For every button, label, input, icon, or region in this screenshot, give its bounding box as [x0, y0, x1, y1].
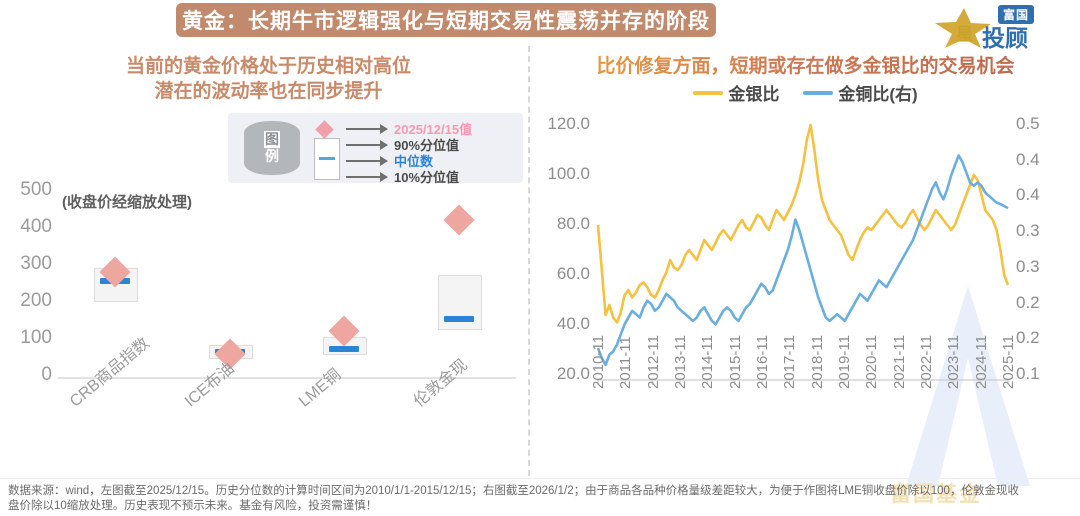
left-chart-title: 当前的黄金价格处于历史相对高位 潜在的波动率也在同步提升 — [16, 54, 521, 104]
y-tick-label-right: 0.1 — [1016, 364, 1040, 383]
x-tick-label: 2012-11 — [644, 335, 662, 389]
x-tick-label: 2015-11 — [726, 335, 744, 389]
legend-median-line — [319, 157, 335, 160]
box-range — [437, 275, 482, 331]
x-tick-label: 2016-11 — [754, 335, 771, 389]
left-chart-title-line2: 潜在的波动率也在同步提升 — [154, 81, 383, 102]
legend-box-marker — [314, 138, 340, 180]
x-tick-label: 2024-11 — [972, 335, 990, 389]
brand-main-text: 投顾 — [982, 25, 1028, 51]
legend-item-gold-copper: 金铜比(右) — [803, 80, 918, 105]
y-tick-label-left: 40.0 — [556, 314, 590, 333]
legend-row-label-2: 90%分位值 — [394, 138, 460, 153]
x-tick-label: ICE布油 — [181, 359, 238, 411]
legend-arrow-icon-3 — [346, 155, 390, 166]
brand-star-text: 星 — [956, 25, 973, 44]
x-tick-label: CRB商品指数 — [67, 334, 153, 411]
y-tick-label: 400 — [20, 216, 52, 237]
x-tick-label: 2021-11 — [890, 335, 908, 389]
legend-capsule-line1: 图 — [264, 131, 280, 148]
footnote-divider — [0, 478, 1080, 479]
star-icon — [935, 8, 991, 48]
left-chart-subtitle: (收盘价经缩放处理) — [62, 194, 192, 211]
x-tick-label: 2022-11 — [918, 335, 935, 389]
legend-arrow-icon-1 — [346, 123, 390, 134]
right-chart-legend: 金银比 金铜比(右) — [533, 80, 1078, 105]
left-box-chart: 图 例 2025/12/15值 90%分位值 中位数 10%分位值 (收盘价经缩… — [0, 110, 528, 470]
current-value-marker — [443, 204, 475, 236]
y-tick-label-right: 0.3 — [1016, 256, 1040, 276]
legend-capsule: 图 例 — [244, 121, 300, 175]
y-tick-label-left: 60.0 — [556, 264, 590, 283]
left-chart-legend-panel: 图 例 2025/12/15值 90%分位值 中位数 10%分位值 — [228, 113, 523, 185]
footnote-line1: 数据来源：wind，左图截至2025/12/15。历史分位数的计算时间区间为20… — [8, 485, 1019, 497]
x-tick-label: 2020-11 — [863, 335, 881, 389]
legend-label-gold-silver: 金银比 — [728, 85, 780, 104]
brand-top-text: 富国 — [998, 5, 1035, 24]
y-tick-label-left: 120.0 — [547, 114, 590, 133]
y-tick-label-right: 0.2 — [1016, 328, 1040, 348]
y-tick-label-left: 100.0 — [547, 164, 590, 183]
y-tick-label-right: 0.4 — [1016, 149, 1040, 169]
legend-swatch-gold-silver — [693, 90, 724, 95]
median-marker — [329, 345, 360, 352]
y-tick-label-right: 0.5 — [1016, 114, 1040, 133]
right-chart-title-text: 比价修复方面，短期或存在做多金银比的交易机会 — [533, 54, 1078, 79]
x-tick-label: LME铜 — [296, 366, 345, 411]
right-chart-plot-area — [596, 123, 1010, 385]
x-tick-label: 2013-11 — [672, 335, 689, 389]
panel-divider — [528, 46, 530, 476]
x-tick-label: 伦敦金现 — [410, 356, 471, 411]
y-tick-label-left: 80.0 — [556, 214, 590, 233]
legend-item-gold-silver: 金银比 — [693, 80, 779, 105]
median-marker — [443, 315, 474, 322]
series-line — [596, 123, 1010, 324]
y-tick-label: 500 — [20, 179, 52, 200]
page-title: 黄金：长期牛市逻辑强化与短期交易性震荡并存的阶段 — [182, 10, 710, 33]
footnote-line2: 盘价除以10缩放处理。历史表现不预示未来。基金有风险，投资需谨慎！ — [8, 500, 378, 512]
x-tick-label: 2010-11 — [590, 335, 607, 389]
legend-row-label-1: 2025/12/15值 — [394, 122, 473, 137]
right-chart-title: 比价修复方面，短期或存在做多金银比的交易机会 — [533, 54, 1078, 79]
y-tick-label-right: 0.3 — [1016, 221, 1040, 241]
left-chart-title-line1: 当前的黄金价格处于历史相对高位 — [125, 56, 411, 77]
legend-diamond-marker — [315, 120, 334, 139]
y-tick-label-left: 20.0 — [556, 364, 590, 383]
x-tick-label: 2019-11 — [836, 335, 853, 389]
x-tick-label: 2017-11 — [781, 335, 799, 389]
y-tick-label-right: 0.4 — [1016, 185, 1040, 205]
x-axis-line — [58, 377, 516, 379]
legend-arrow-icon-2 — [346, 139, 390, 150]
y-tick-label: 100 — [20, 327, 52, 348]
y-tick-label: 300 — [20, 253, 52, 274]
x-tick-label: 2025-11 — [1000, 335, 1017, 389]
legend-row-label-4: 10%分位值 — [394, 170, 460, 185]
x-tick-label: 2014-11 — [699, 335, 717, 389]
y-tick-label: 200 — [20, 290, 52, 311]
legend-row-label-3: 中位数 — [394, 154, 434, 169]
brand-logo: 星 富国 投顾 — [932, 2, 1072, 51]
y-tick-label-right: 0.2 — [1016, 292, 1040, 312]
legend-arrow-icon-4 — [346, 171, 390, 182]
header-banner: 黄金：长期牛市逻辑强化与短期交易性震荡并存的阶段 — [176, 3, 716, 37]
x-tick-label: 2018-11 — [808, 335, 826, 389]
right-line-chart: 20.0 40.0 60.0 80.0 100.0 120.0 0.1 0.2 0.2 0.3 0… — [530, 110, 1080, 470]
series-line — [596, 154, 1009, 367]
legend-swatch-gold-copper — [803, 90, 834, 95]
legend-capsule-line2: 例 — [265, 148, 279, 164]
y-tick-label: 0 — [41, 364, 52, 385]
footnote: 数据来源：wind，左图截至2025/12/15。历史分位数的计算时间区间为20… — [8, 484, 1070, 514]
legend-label-gold-copper: 金铜比(右) — [838, 85, 918, 104]
x-tick-label: 2023-11 — [945, 335, 963, 389]
x-tick-label: 2011-11 — [617, 336, 635, 389]
